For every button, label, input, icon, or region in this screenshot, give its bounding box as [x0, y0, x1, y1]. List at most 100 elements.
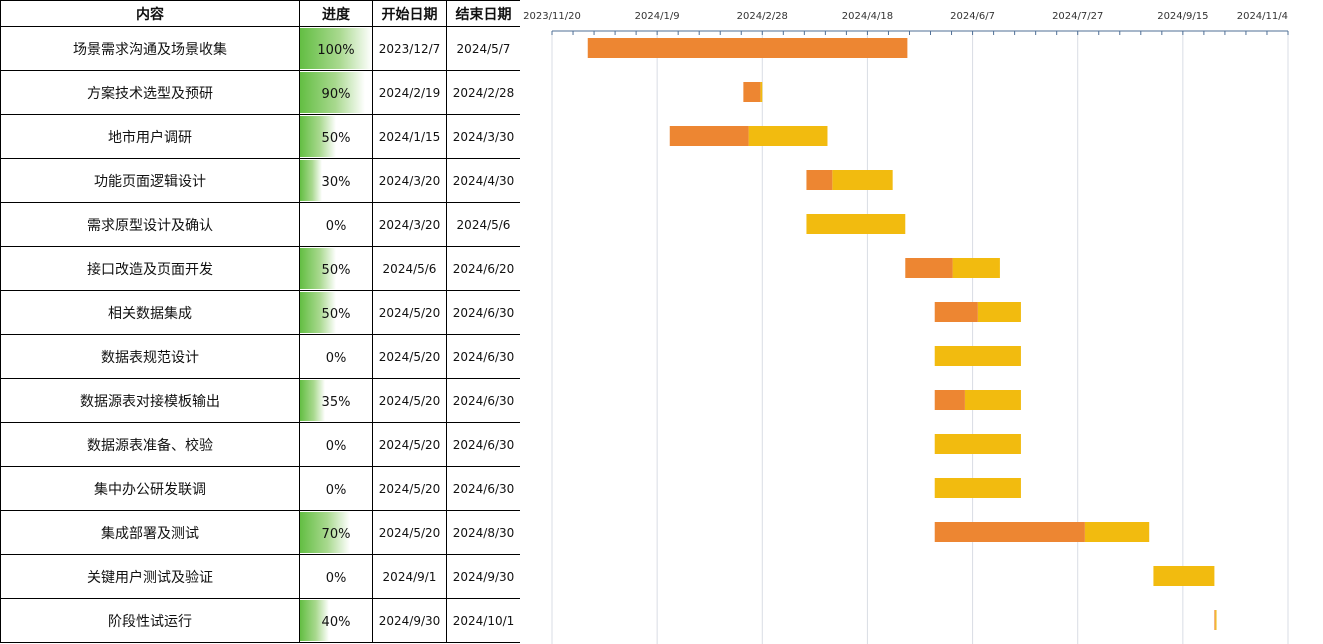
table-row[interactable]: 场景需求沟通及场景收集 100% 2023/12/7 2024/5/7 — [0, 26, 521, 71]
progress-value: 30% — [321, 175, 351, 190]
task-end-date-cell[interactable]: 2024/6/30 — [446, 334, 521, 379]
task-start-date-cell[interactable]: 2024/5/20 — [372, 466, 447, 511]
table-row[interactable]: 方案技术选型及预研 90% 2024/2/19 2024/2/28 — [0, 70, 521, 115]
task-start-date-cell[interactable]: 2024/5/20 — [372, 378, 447, 423]
remaining-bar-segment — [1215, 610, 1217, 630]
progress-value: 0% — [325, 351, 347, 366]
x-tick-label: 2024/11/4 — [1237, 11, 1288, 22]
task-start-date-cell[interactable]: 2024/9/30 — [372, 598, 447, 643]
progress-value: 35% — [321, 395, 351, 410]
task-end-date-cell[interactable]: 2024/6/30 — [446, 378, 521, 423]
task-end-date-cell[interactable]: 2024/4/30 — [446, 158, 521, 203]
task-name-cell[interactable]: 集中办公研发联调 — [0, 466, 300, 511]
task-end-date-cell[interactable]: 2024/6/30 — [446, 290, 521, 335]
task-end-date-cell[interactable]: 2024/6/30 — [446, 422, 521, 467]
table-row[interactable]: 需求原型设计及确认 0% 2024/3/20 2024/5/6 — [0, 202, 521, 247]
progress-value: 50% — [321, 131, 351, 146]
task-end-date-cell[interactable]: 2024/2/28 — [446, 70, 521, 115]
task-name-cell[interactable]: 接口改造及页面开发 — [0, 246, 300, 291]
gantt-task-bar — [1214, 610, 1217, 630]
table-row[interactable]: 关键用户测试及验证 0% 2024/9/1 2024/9/30 — [0, 554, 521, 599]
header-progress[interactable]: 进度 — [299, 0, 373, 27]
progress-data-bar — [300, 28, 372, 69]
task-end-date-cell[interactable]: 2024/5/7 — [446, 26, 521, 71]
task-name-cell[interactable]: 集成部署及测试 — [0, 510, 300, 555]
table-row[interactable]: 数据源表准备、校验 0% 2024/5/20 2024/6/30 — [0, 422, 521, 467]
gantt-background — [520, 0, 1323, 644]
gantt-task-bar — [934, 302, 1021, 322]
task-progress-cell[interactable]: 50% — [299, 114, 373, 159]
task-start-date-cell[interactable]: 2024/5/20 — [372, 422, 447, 467]
task-start-date-cell[interactable]: 2024/5/20 — [372, 290, 447, 335]
task-progress-cell[interactable]: 50% — [299, 290, 373, 335]
task-progress-cell[interactable]: 40% — [299, 598, 373, 643]
progress-value: 0% — [325, 571, 347, 586]
task-progress-cell[interactable]: 50% — [299, 246, 373, 291]
gantt-chart: 2023/11/20 2024/1/9 2024/2/28 2024/4/18 2024… — [520, 0, 1323, 644]
table-row[interactable]: 数据源表对接模板输出 35% 2024/5/20 2024/6/30 — [0, 378, 521, 423]
completed-bar-segment — [806, 170, 833, 190]
task-end-date-cell[interactable]: 2024/3/30 — [446, 114, 521, 159]
task-start-date-cell[interactable]: 2024/5/20 — [372, 510, 447, 555]
task-start-date-cell[interactable]: 2024/2/19 — [372, 70, 447, 115]
table-row[interactable]: 相关数据集成 50% 2024/5/20 2024/6/30 — [0, 290, 521, 335]
header-start-date[interactable]: 开始日期 — [372, 0, 447, 27]
gantt-task-bar — [934, 390, 1021, 410]
progress-value: 0% — [325, 439, 347, 454]
task-name-cell[interactable]: 功能页面逻辑设计 — [0, 158, 300, 203]
task-progress-cell[interactable]: 35% — [299, 378, 373, 423]
completed-bar-segment — [934, 522, 1085, 542]
table-row[interactable]: 数据表规范设计 0% 2024/5/20 2024/6/30 — [0, 334, 521, 379]
table-row[interactable]: 接口改造及页面开发 50% 2024/5/6 2024/6/20 — [0, 246, 521, 291]
x-tick-label: 2024/2/28 — [737, 11, 788, 22]
progress-data-bar — [300, 160, 322, 201]
progress-value: 100% — [317, 43, 355, 58]
task-name-cell[interactable]: 需求原型设计及确认 — [0, 202, 300, 247]
task-progress-cell[interactable]: 0% — [299, 202, 373, 247]
task-name-cell[interactable]: 相关数据集成 — [0, 290, 300, 335]
task-end-date-cell[interactable]: 2024/10/1 — [446, 598, 521, 643]
gantt-task-bar — [905, 258, 1000, 278]
task-progress-cell[interactable]: 70% — [299, 510, 373, 555]
task-end-date-cell[interactable]: 2024/8/30 — [446, 510, 521, 555]
task-progress-cell[interactable]: 0% — [299, 554, 373, 599]
table-row[interactable]: 地市用户调研 50% 2024/1/15 2024/3/30 — [0, 114, 521, 159]
table-row[interactable]: 集中办公研发联调 0% 2024/5/20 2024/6/30 — [0, 466, 521, 511]
task-name-cell[interactable]: 关键用户测试及验证 — [0, 554, 300, 599]
header-name[interactable]: 内容 — [0, 0, 300, 27]
task-name-cell[interactable]: 数据源表准备、校验 — [0, 422, 300, 467]
task-name-cell[interactable]: 阶段性试运行 — [0, 598, 300, 643]
task-name-cell[interactable]: 场景需求沟通及场景收集 — [0, 26, 300, 71]
task-progress-cell[interactable]: 90% — [299, 70, 373, 115]
task-start-date-cell[interactable]: 2024/1/15 — [372, 114, 447, 159]
table-row[interactable]: 集成部署及测试 70% 2024/5/20 2024/8/30 — [0, 510, 521, 555]
task-end-date-cell[interactable]: 2024/6/30 — [446, 466, 521, 511]
task-start-date-cell[interactable]: 2024/9/1 — [372, 554, 447, 599]
table-row[interactable]: 功能页面逻辑设计 30% 2024/3/20 2024/4/30 — [0, 158, 521, 203]
task-end-date-cell[interactable]: 2024/5/6 — [446, 202, 521, 247]
task-progress-cell[interactable]: 30% — [299, 158, 373, 203]
x-tick-label: 2024/1/9 — [635, 11, 680, 22]
task-name-cell[interactable]: 地市用户调研 — [0, 114, 300, 159]
task-progress-cell[interactable]: 100% — [299, 26, 373, 71]
progress-value: 70% — [321, 527, 351, 542]
task-name-cell[interactable]: 数据源表对接模板输出 — [0, 378, 300, 423]
task-start-date-cell[interactable]: 2024/5/20 — [372, 334, 447, 379]
gantt-task-bar — [743, 82, 763, 102]
task-start-date-cell[interactable]: 2023/12/7 — [372, 26, 447, 71]
task-start-date-cell[interactable]: 2024/5/6 — [372, 246, 447, 291]
task-progress-cell[interactable]: 0% — [299, 334, 373, 379]
table-row[interactable]: 阶段性试运行 40% 2024/9/30 2024/10/1 — [0, 598, 521, 643]
gantt-task-bar — [587, 38, 908, 58]
task-name-cell[interactable]: 方案技术选型及预研 — [0, 70, 300, 115]
task-end-date-cell[interactable]: 2024/9/30 — [446, 554, 521, 599]
header-row: 内容 进度 开始日期 结束日期 — [0, 0, 521, 27]
task-progress-cell[interactable]: 0% — [299, 466, 373, 511]
task-start-date-cell[interactable]: 2024/3/20 — [372, 202, 447, 247]
progress-data-bar — [300, 248, 336, 289]
task-end-date-cell[interactable]: 2024/6/20 — [446, 246, 521, 291]
task-name-cell[interactable]: 数据表规范设计 — [0, 334, 300, 379]
header-end-date[interactable]: 结束日期 — [446, 0, 521, 27]
task-progress-cell[interactable]: 0% — [299, 422, 373, 467]
task-start-date-cell[interactable]: 2024/3/20 — [372, 158, 447, 203]
